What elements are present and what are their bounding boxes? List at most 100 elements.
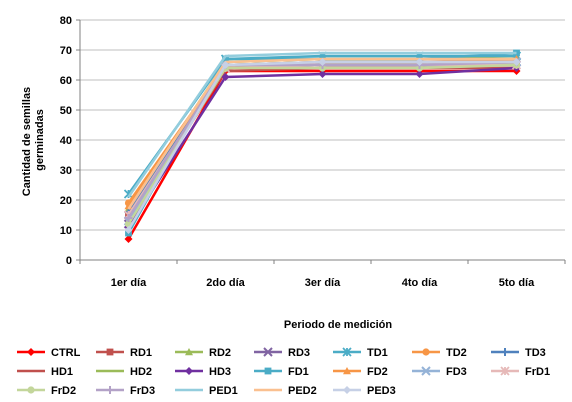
series-ctrl [124,67,521,243]
legend-label: RD1 [130,347,152,359]
series-ped3 [124,58,521,234]
legend-swatch-marker [264,367,272,375]
legend-item-frd1: FrD1 [491,366,550,378]
legend-swatch-marker [421,366,431,376]
legend-swatch-marker [185,348,193,356]
legend-item-td2: TD2 [412,347,467,359]
axes [76,19,566,264]
legend-swatch-marker [106,348,114,356]
data-point [124,214,133,222]
series-ped1 [127,51,517,198]
legend-item-fd2: FD2 [333,366,388,378]
y-tick-label: 50 [60,105,72,117]
y-tick-label: 40 [60,135,72,147]
legend-item-rd2: RD2 [175,347,231,359]
series-line [127,66,517,219]
data-point [222,55,229,63]
legend-label: FD3 [446,366,467,378]
y-tick-label: 30 [60,165,72,177]
legend-label: HD2 [130,366,152,378]
legend-item-hd2: HD2 [96,366,152,378]
legend: CTRL RD1 RD2 RD3 TD1 TD2 TD3 HD1 HD2 HD3 FD1 FD2 FD3… [17,347,550,397]
series-hd3 [124,64,521,231]
legend-label: TD3 [525,347,546,359]
series-layer [123,49,522,243]
data-point [124,226,133,234]
legend-item-ctrl: CTRL [17,347,81,359]
legend-item-ped3: PED3 [333,385,396,397]
legend-label: FD1 [288,366,309,378]
y-tick-label: 20 [60,195,72,207]
legend-swatch-marker [27,348,35,356]
data-point [415,58,424,66]
series-line [127,66,517,228]
legend-label: FrD2 [51,385,76,397]
legend-item-ped1: PED1 [175,385,238,397]
legend-item-frd2: FrD2 [17,385,76,397]
data-point [512,58,521,66]
legend-swatch-marker [500,366,510,376]
legend-label: FD2 [367,366,388,378]
legend-item-rd3: RD3 [254,347,310,359]
y-tick-label: 70 [60,45,72,57]
y-axis-title-line-2: germinadas [34,109,46,171]
series-line [127,63,517,222]
legend-swatch-marker [422,348,430,356]
legend-item-frd3: FrD3 [96,385,155,397]
legend-item-hd1: HD1 [17,366,73,378]
series-line [127,60,517,231]
legend-swatch-marker [185,367,193,375]
y-tick-label: 80 [60,15,72,27]
series-line [127,57,517,210]
legend-item-fd1: FD1 [254,366,309,378]
legend-swatch-marker [106,386,114,394]
x-axis-title: Periodo de medición [284,319,392,331]
series-line [127,69,517,240]
series-hd2 [127,63,517,222]
legend-label: TD2 [446,347,467,359]
series-line [127,60,517,222]
x-tick-label: 3er día [305,277,341,289]
data-point [221,61,230,69]
legend-label: HD1 [51,366,73,378]
x-tick-label: 2do día [206,277,245,289]
data-point [318,58,327,66]
legend-swatch-marker [342,347,352,357]
y-tick-label: 0 [66,255,72,267]
legend-label: PED2 [288,385,317,397]
data-point [124,235,133,243]
legend-label: PED3 [367,385,396,397]
legend-item-ped2: PED2 [254,385,317,397]
legend-swatch-marker [263,347,273,357]
legend-label: TD1 [367,347,388,359]
legend-label: FrD1 [525,366,550,378]
x-tick-label: 1er día [111,277,147,289]
legend-swatch-marker [27,386,35,394]
legend-label: HD3 [209,366,231,378]
series-td3 [124,61,521,216]
legend-swatch-marker [343,386,351,394]
legend-label: RD2 [209,347,231,359]
legend-label: CTRL [51,347,81,359]
y-axis-title: Cantidad de semillas germinadas [21,84,46,197]
legend-item-hd3: HD3 [175,366,231,378]
data-point [318,70,327,78]
legend-item-td1: TD1 [333,347,388,359]
x-tick-label: 5to día [499,277,535,289]
legend-item-td3: TD3 [491,347,546,359]
y-tick-label: 10 [60,225,72,237]
legend-label: RD3 [288,347,310,359]
tick-labels: 0 10 20 30 40 50 60 70 80 1er día 2do día 3er día 4t… [60,15,535,289]
legend-item-rd1: RD1 [96,347,152,359]
series-ped2 [127,57,517,210]
y-tick-label: 60 [60,75,72,87]
legend-label: FrD3 [130,385,155,397]
series-hd1 [127,66,517,219]
legend-item-fd3: FD3 [412,366,467,378]
legend-swatch-marker [343,367,351,375]
data-point [415,70,424,78]
series-line [127,51,517,198]
legend-label: PED1 [209,385,238,397]
